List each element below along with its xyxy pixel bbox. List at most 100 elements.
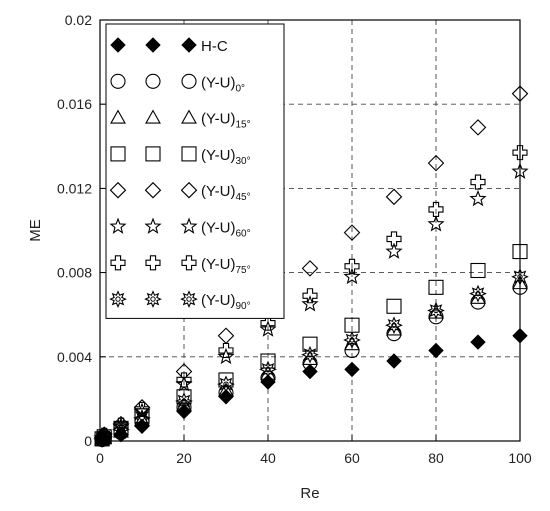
data-point [343,331,361,349]
data-point [343,267,361,285]
data-point [112,420,130,439]
plot-frame [99,19,521,442]
legend-marker [180,290,198,308]
data-point [217,347,235,365]
data-point [134,401,150,417]
x-tick-label: 40 [260,450,276,466]
data-point [427,154,445,172]
data-point [133,408,151,427]
data-point [302,336,318,352]
legend-marker [181,146,197,162]
y-tick-label: 0.016 [57,96,92,112]
data-point [176,397,192,412]
data-point [469,284,487,303]
data-point [176,372,192,388]
data-point [386,231,402,247]
legend-marker [181,255,197,271]
data-point [218,385,234,401]
legend-marker [181,109,197,124]
y-tick-label: 0.004 [57,349,92,365]
data-point [344,336,360,351]
data-point [302,363,318,380]
x-tick-label: 60 [344,450,360,466]
data-point [386,353,402,369]
legend-entry-label: (Y-U)15° [201,111,251,131]
data-point [470,289,486,304]
x-tick-label: 100 [508,450,532,466]
y-tick-label: 0.02 [65,12,92,28]
y-axis-label: ME [27,219,44,242]
data-point [176,399,192,415]
data-point [218,372,234,388]
data-point [302,350,318,365]
data-point [512,145,528,161]
data-point [175,363,193,380]
y-tick-label: 0.012 [57,180,92,196]
data-point [260,315,276,331]
legend-marker [181,73,197,89]
legend-entry-label: (Y-U)30° [201,147,251,167]
data-point [428,279,444,295]
legend-entry-label: (Y-U)0° [201,74,245,94]
data-point [470,294,486,310]
data-point [428,342,444,359]
data-point [385,242,403,259]
x-tick-label: 0 [96,450,104,466]
data-point [218,342,234,359]
legend-marker [145,255,161,271]
data-point [175,392,193,410]
legend-marker [145,37,161,53]
data-point [344,361,360,378]
legend-marker [109,217,127,234]
legend-marker [110,109,126,124]
y-tick-label: 0 [84,433,92,449]
legend-marker [110,37,126,53]
data-point [343,224,361,241]
data-point [176,403,192,420]
legend-entry-label: (Y-U)45° [201,183,251,203]
data-point [427,215,445,232]
data-point [260,370,276,386]
data-point [301,295,319,312]
legend-marker [145,109,161,124]
legend-marker [181,37,197,53]
data-point [344,258,360,274]
data-point [469,119,487,136]
data-point [428,201,444,217]
legend-marker [110,73,126,89]
legend: H-C (Y-U)0° (Y-U)15° (Y-U)30° (Y-U)45° (Y-U)6… [105,23,285,319]
data-point [176,389,192,405]
data-point [386,321,402,336]
x-tick-label: 20 [176,450,192,466]
legend-marker [109,290,127,308]
data-point [94,430,110,446]
data-point [259,320,277,337]
legend-marker [144,290,162,308]
data-points [93,85,529,448]
legend-entry-label: (Y-U)90° [201,292,251,312]
data-point [260,365,276,380]
data-point [260,353,276,369]
legend-box [105,23,285,319]
legend-marker [145,73,161,89]
data-point [427,301,445,320]
data-point [218,382,234,397]
data-point [470,174,486,190]
legend-marker [144,217,162,234]
legend-entry-label: (Y-U)60° [201,220,251,240]
data-point [302,355,318,371]
data-point [385,188,403,206]
data-point [428,309,444,325]
data-point [385,316,403,335]
legend-entry-label: H-C [201,38,228,55]
data-point [302,288,318,304]
data-point [469,189,487,207]
data-point [217,327,235,345]
series-0 [94,328,528,448]
data-point [217,375,235,394]
legend-marker [109,181,127,199]
axes: 0 20 40 60 80 100 0 0.004 0.008 0.012 0.016 0.02 [57,12,532,466]
data-point [259,360,277,379]
series-7 [93,267,529,448]
